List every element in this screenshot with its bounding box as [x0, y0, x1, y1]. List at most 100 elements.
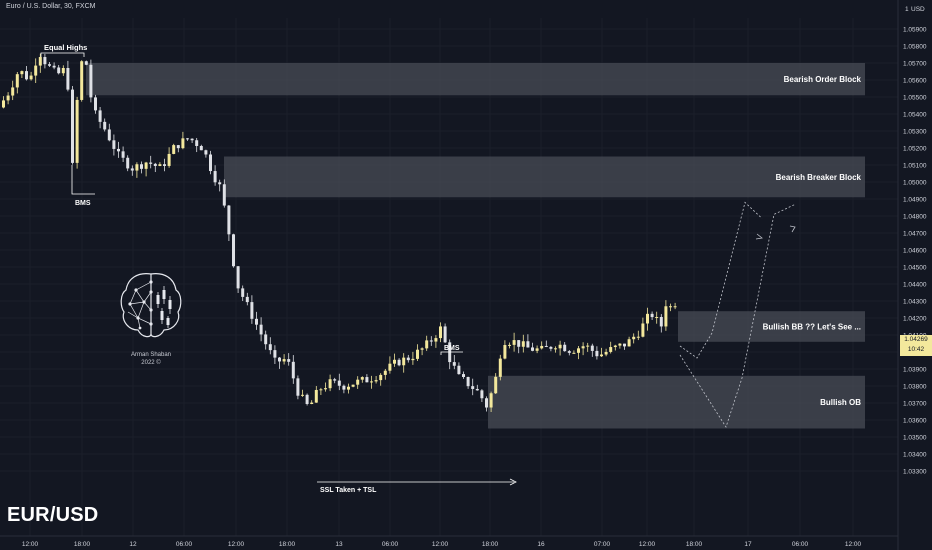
candle-bull	[11, 87, 15, 96]
candle-bear	[149, 162, 153, 164]
candle-bull	[328, 379, 332, 389]
candle-bear	[89, 64, 93, 98]
bms-label: BMS	[444, 345, 460, 352]
candle-bull	[383, 370, 387, 375]
candle-bull	[301, 394, 304, 396]
time-tick-label: 12:00	[228, 541, 245, 548]
candle-bear	[43, 57, 47, 65]
price-tick-label: 1.03300	[903, 469, 927, 476]
price-axis: 1 USD 1.05900 1.05800 1.05700 1.05600 1.05500 1…	[897, 0, 927, 550]
candle-bear	[227, 205, 231, 235]
candle-bear	[84, 61, 88, 65]
price-tick-label: 1.03800	[903, 384, 927, 391]
price-tick-label: 1.05800	[903, 44, 927, 51]
candle-bull	[360, 377, 364, 380]
candle-bear	[452, 362, 456, 366]
time-tick-label: 17	[744, 541, 752, 548]
price-tick-label: 1.05500	[903, 95, 927, 102]
bar-countdown: 10:42	[907, 346, 925, 353]
candle-bear	[342, 385, 346, 390]
price-tick-label: 1.05900	[903, 27, 927, 34]
current-price: 1.04269	[904, 336, 928, 343]
price-tick-label: 1.05600	[903, 78, 927, 85]
candle-bear	[236, 266, 240, 289]
candle-bull	[75, 99, 79, 163]
price-tick-label: 1.05100	[903, 163, 927, 170]
candle-bull	[379, 374, 383, 381]
candle-bear	[595, 350, 599, 357]
axis-unit-label: USD	[911, 6, 925, 13]
candle-bull	[34, 65, 38, 76]
zone-box	[86, 63, 865, 96]
candle-bear	[457, 365, 461, 375]
candle-bull	[61, 67, 65, 74]
price-tick-label: 1.03600	[903, 418, 927, 425]
candle-bear	[259, 324, 263, 335]
candle-bull	[498, 358, 502, 377]
projection-path	[679, 204, 796, 428]
projection-arrow-icon	[789, 225, 796, 233]
candle-bear	[121, 151, 125, 158]
candle-bear	[337, 380, 341, 386]
candle-bear	[544, 345, 548, 347]
candle-bull	[135, 164, 139, 171]
candle-bull	[282, 359, 286, 362]
candle-bull	[609, 347, 613, 352]
candle-bear	[466, 376, 470, 387]
candle-bear	[48, 64, 51, 66]
price-tick-label: 1.03700	[903, 401, 927, 408]
candle-bull	[535, 348, 539, 351]
candle-bear	[126, 157, 130, 169]
candle-bull	[503, 345, 507, 359]
candle-bull	[319, 389, 323, 391]
zone-boxes: Bearish Order Block Bearish Breaker Block…	[86, 63, 865, 429]
candle-bull	[158, 164, 162, 166]
candle-bull	[641, 323, 645, 337]
candle-bear	[245, 296, 249, 303]
candle-bull	[144, 162, 148, 169]
price-tick-label: 1.03900	[903, 367, 927, 374]
price-tick-label: 1.05700	[903, 61, 927, 68]
watermark-name: Arman Shaban	[130, 352, 172, 358]
time-tick-label: 06:00	[176, 541, 193, 548]
time-tick-label: 13	[335, 541, 343, 548]
candle-bear	[264, 334, 268, 345]
candle-bear	[199, 146, 203, 151]
candle-bear	[278, 357, 281, 362]
candle-bull	[420, 348, 424, 350]
candle-bull	[310, 402, 314, 404]
candle-bull	[600, 354, 603, 357]
candle-bear	[567, 351, 571, 353]
time-tick-label: 18:00	[686, 541, 703, 548]
candle-bear	[163, 164, 166, 166]
price-tick-label: 1.04800	[903, 214, 927, 221]
candle-bear	[549, 346, 553, 349]
candle-bull	[324, 388, 327, 390]
time-tick-label: 06:00	[792, 541, 809, 548]
price-tick-label: 1.05000	[903, 180, 927, 187]
candle-bear	[590, 345, 594, 351]
candle-bear	[66, 67, 70, 90]
candle-bull	[402, 357, 406, 366]
candle-bear	[462, 374, 465, 377]
time-tick-label: 18:00	[482, 541, 499, 548]
bms-marker	[71, 165, 95, 195]
candle-bear	[443, 326, 447, 343]
equal-highs-bracket	[40, 52, 85, 57]
candle-bear	[117, 148, 120, 152]
candle-bull	[314, 389, 318, 403]
candle-bear	[273, 350, 277, 358]
candle-bull	[581, 346, 585, 349]
candle-bull	[508, 344, 511, 346]
watermark-year: 2022 ©	[141, 360, 161, 366]
price-tick-label: 1.05200	[903, 146, 927, 153]
time-tick-label: 12:00	[639, 541, 656, 548]
candle-bull	[554, 348, 557, 350]
candle-bull	[636, 336, 640, 338]
candle-bull	[356, 379, 360, 385]
candle-bear	[71, 89, 74, 163]
zone-box	[488, 375, 865, 429]
candle-bull	[664, 306, 668, 327]
candle-bull	[393, 359, 396, 364]
